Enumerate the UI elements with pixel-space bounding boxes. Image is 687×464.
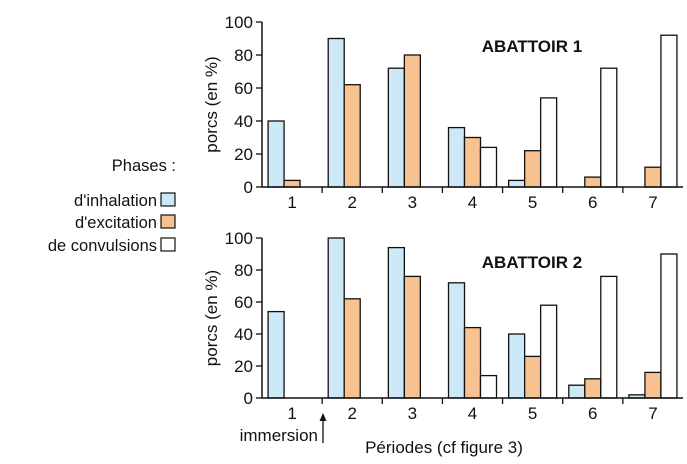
y-tick-label: 100 <box>225 13 253 32</box>
bar <box>523 355 542 399</box>
bar <box>343 298 361 399</box>
x-tick-label: 6 <box>588 193 597 212</box>
y-tick-label: 80 <box>234 46 253 65</box>
bar <box>644 371 662 399</box>
bar <box>660 253 678 399</box>
immersion-label: immersion <box>240 426 318 445</box>
bar <box>327 37 345 188</box>
bar <box>539 97 558 188</box>
y-tick-label: 60 <box>234 293 253 312</box>
bar <box>387 67 406 188</box>
bar <box>523 150 542 188</box>
bar <box>463 136 482 188</box>
bar <box>403 275 422 399</box>
legend-item-label: de convulsions <box>48 237 157 255</box>
y-tick-label: 60 <box>234 79 253 98</box>
x-tick-label: 7 <box>648 193 657 212</box>
x-tick-label: 6 <box>588 404 597 423</box>
x-tick-label: 3 <box>408 193 417 212</box>
bar <box>327 237 345 399</box>
bar <box>463 326 482 399</box>
bar <box>507 333 526 399</box>
legend-swatch-inhalation <box>160 192 176 207</box>
x-tick-label: 4 <box>468 193 477 212</box>
panel-title: ABATTOIR 1 <box>482 37 582 56</box>
x-axis-label: Périodes (cf figure 3) <box>365 438 523 457</box>
bar <box>584 378 602 399</box>
bar <box>479 146 498 188</box>
x-tick-label: 3 <box>408 404 417 423</box>
bar <box>447 282 466 399</box>
x-tick-label: 2 <box>347 193 356 212</box>
bar <box>267 310 285 399</box>
y-tick-label: 40 <box>234 112 253 131</box>
bar <box>387 246 406 399</box>
x-tick-label: 1 <box>287 193 296 212</box>
bar <box>267 120 285 188</box>
bar <box>447 126 466 188</box>
bar <box>479 374 498 399</box>
legend-item-label: d'excitation <box>75 214 157 232</box>
legend: Phases : d'inhalation d'excitation de co… <box>48 157 176 255</box>
bar <box>539 304 558 399</box>
bar <box>403 54 422 188</box>
chart-panel-2: 0 20 40 60 80 100 1 2 3 4 5 6 7 porcs (en %) ABATTOIR … <box>202 229 683 423</box>
legend-swatch-convulsions <box>160 237 176 252</box>
legend-item-label: d'inhalation <box>74 192 157 210</box>
bar <box>660 34 678 188</box>
x-tick-label: 5 <box>528 193 537 212</box>
bar <box>507 179 526 188</box>
bar <box>584 176 602 188</box>
y-axis-label: porcs (en %) <box>202 56 221 152</box>
y-tick-label: 0 <box>244 389 253 408</box>
immersion-arrow-head <box>319 413 327 421</box>
y-tick-label: 0 <box>244 178 253 197</box>
y-tick-label: 80 <box>234 261 253 280</box>
bar <box>343 84 361 188</box>
bar <box>283 179 301 188</box>
y-tick-label: 40 <box>234 325 253 344</box>
y-tick-label: 20 <box>234 357 253 376</box>
legend-title: Phases : <box>112 157 176 175</box>
x-tick-label: 7 <box>648 404 657 423</box>
y-axis-label: porcs (en %) <box>202 270 221 366</box>
bar <box>644 166 662 188</box>
x-tick-label: 1 <box>287 404 296 423</box>
bar <box>568 384 586 399</box>
x-tick-label: 4 <box>468 404 477 423</box>
y-tick-label: 100 <box>225 229 253 248</box>
bar <box>600 275 618 399</box>
legend-swatch-excitation <box>160 214 176 229</box>
x-tick-label: 2 <box>347 404 356 423</box>
x-tick-label: 5 <box>528 404 537 423</box>
panel-title: ABATTOIR 2 <box>482 253 582 272</box>
chart-panel-1: 0 20 40 60 80 100 1 2 3 4 5 6 7 porcs (en %) ABATTOIR … <box>202 13 683 212</box>
bar <box>600 67 618 188</box>
y-tick-label: 20 <box>234 145 253 164</box>
